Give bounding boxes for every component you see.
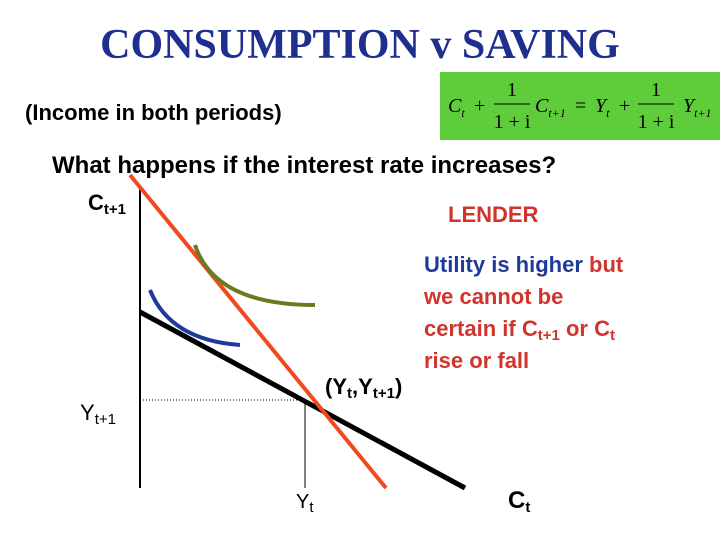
eq-num: 1 xyxy=(507,79,517,101)
base: Y xyxy=(595,95,608,117)
y-endowment-label: Yt+1 xyxy=(80,400,116,428)
sub: t+1 xyxy=(104,201,126,218)
base: C xyxy=(594,316,610,341)
base: Y xyxy=(358,374,373,399)
sub: t xyxy=(309,499,314,516)
sub: t+1 xyxy=(538,327,560,344)
eq-den: 1 + i xyxy=(638,111,675,133)
note-text: or xyxy=(566,316,588,341)
punct: ( xyxy=(325,374,333,399)
note-line: we cannot be xyxy=(423,284,563,309)
base: Y xyxy=(296,491,309,513)
sub: t+1 xyxy=(95,411,116,428)
sub: t xyxy=(461,106,465,120)
eq-term: Yt+1 xyxy=(683,95,712,120)
eq-term: Yt xyxy=(595,95,610,120)
note-text: Utility is higher xyxy=(424,252,583,277)
base: Y xyxy=(683,95,696,117)
title: CONSUMPTION v SAVING xyxy=(100,22,620,68)
base: C xyxy=(522,316,538,341)
sub: t xyxy=(525,499,530,516)
eq-num: 1 xyxy=(651,79,661,101)
punct: , xyxy=(352,374,358,399)
sub: t+1 xyxy=(373,385,395,402)
sub: t xyxy=(610,327,615,344)
indifference-curve-low xyxy=(148,289,241,347)
eq-op: = xyxy=(575,95,586,117)
note-line: rise or fall xyxy=(424,348,529,373)
point-label: (Yt,Yt+1) xyxy=(325,374,402,402)
base: C xyxy=(508,487,525,514)
x-endowment-label: Yt xyxy=(296,491,314,516)
eq-den: 1 + i xyxy=(494,111,531,133)
equation: Ct + 1 1 + i Ct+1 = Yt + 1 1 + i Yt+1 xyxy=(448,79,712,133)
eq-term: Ct+1 xyxy=(535,95,566,120)
note-text: but xyxy=(589,252,624,277)
eq-term: Ct xyxy=(448,95,465,120)
sub: t xyxy=(347,385,352,402)
eq-op: + xyxy=(619,95,630,117)
note-line: certain if Ct+1 or Ct xyxy=(424,316,615,345)
x-axis-label: Ct xyxy=(508,487,530,516)
sub: t+1 xyxy=(548,106,565,120)
equation-box xyxy=(440,72,720,140)
indifference-curve-high xyxy=(193,244,316,307)
new-budget-line xyxy=(128,173,388,490)
subtitle: (Income in both periods) xyxy=(25,100,282,125)
base: C xyxy=(88,190,104,215)
sub: t xyxy=(606,106,610,120)
note: Utility is higher but we cannot be certa… xyxy=(423,252,624,373)
sub: t+1 xyxy=(694,106,711,120)
base: Y xyxy=(80,400,95,425)
base: Y xyxy=(332,374,347,399)
note-text: certain if xyxy=(424,316,516,341)
base: C xyxy=(535,95,549,117)
eq-op: + xyxy=(474,95,485,117)
question: What happens if the interest rate increa… xyxy=(52,152,556,179)
punct: ) xyxy=(395,374,402,399)
y-axis-label: Ct+1 xyxy=(88,190,126,218)
lender-label: LENDER xyxy=(448,202,539,227)
base: C xyxy=(448,95,462,117)
den: 1 + i xyxy=(494,111,531,133)
note-line: Utility is higher but xyxy=(424,252,624,277)
